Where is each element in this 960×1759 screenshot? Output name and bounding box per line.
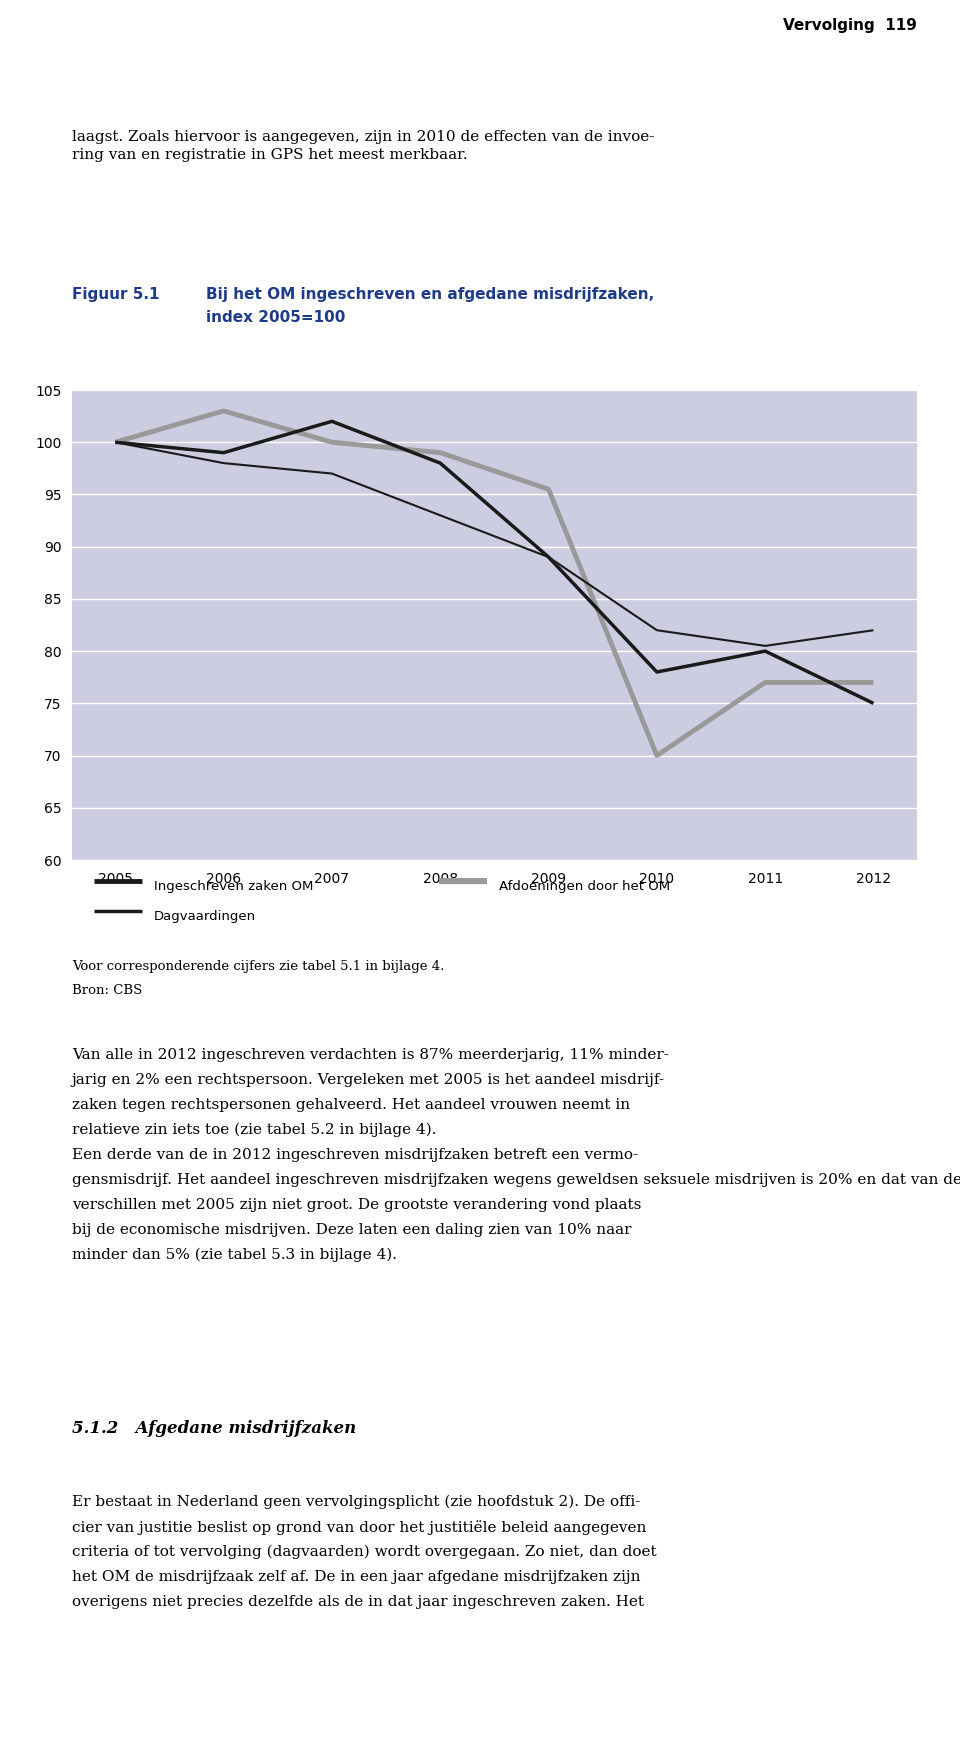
Text: Ingeschreven zaken OM: Ingeschreven zaken OM [154,880,313,894]
Text: Voor corresponderende cijfers zie tabel 5.1 in bijlage 4.: Voor corresponderende cijfers zie tabel … [72,960,444,973]
Text: zaken tegen rechtspersonen gehalveerd. Het aandeel vrouwen neemt in: zaken tegen rechtspersonen gehalveerd. H… [72,1098,630,1112]
Text: Een derde van de in 2012 ingeschreven misdrijfzaken betreft een vermo-: Een derde van de in 2012 ingeschreven mi… [72,1149,638,1163]
Text: gensmisdrijf. Het aandeel ingeschreven misdrijfzaken wegens geweldsen seksuele m: gensmisdrijf. Het aandeel ingeschreven m… [72,1173,960,1187]
Text: 5.1.2   Afgedane misdrijfzaken: 5.1.2 Afgedane misdrijfzaken [72,1420,356,1437]
Text: overigens niet precies dezelfde als de in dat jaar ingeschreven zaken. Het: overigens niet precies dezelfde als de i… [72,1595,644,1609]
Text: Afdoeningen door het OM: Afdoeningen door het OM [499,880,670,894]
Text: Bron: CBS: Bron: CBS [72,983,142,997]
Text: Vervolging  119: Vervolging 119 [783,18,917,33]
Text: bij de economische misdrijven. Deze laten een daling zien van 10% naar: bij de economische misdrijven. Deze late… [72,1223,632,1237]
Text: jarig en 2% een rechtspersoon. Vergeleken met 2005 is het aandeel misdrijf-: jarig en 2% een rechtspersoon. Vergeleke… [72,1073,665,1087]
Text: laagst. Zoals hiervoor is aangegeven, zijn in 2010 de effecten van de invoe-
rin: laagst. Zoals hiervoor is aangegeven, zi… [72,130,655,162]
Text: Bij het OM ingeschreven en afgedane misdrijfzaken,: Bij het OM ingeschreven en afgedane misd… [206,287,655,303]
Text: minder dan 5% (zie tabel 5.3 in bijlage 4).: minder dan 5% (zie tabel 5.3 in bijlage … [72,1247,397,1263]
Text: het OM de misdrijfzaak zelf af. De in een jaar afgedane misdrijfzaken zijn: het OM de misdrijfzaak zelf af. De in ee… [72,1571,640,1585]
Text: cier van justitie beslist op grond van door het justitiële beleid aangegeven: cier van justitie beslist op grond van d… [72,1520,646,1536]
Text: criteria of tot vervolging (dagvaarden) wordt overgegaan. Zo niet, dan doet: criteria of tot vervolging (dagvaarden) … [72,1544,657,1560]
Text: relatieve zin iets toe (zie tabel 5.2 in bijlage 4).: relatieve zin iets toe (zie tabel 5.2 in… [72,1122,437,1138]
Text: Figuur 5.1: Figuur 5.1 [72,287,159,303]
Text: verschillen met 2005 zijn niet groot. De grootste verandering vond plaats: verschillen met 2005 zijn niet groot. De… [72,1198,641,1212]
Text: index 2005=100: index 2005=100 [206,310,346,325]
Text: Er bestaat in Nederland geen vervolgingsplicht (zie hoofdstuk 2). De offi-: Er bestaat in Nederland geen vervolgings… [72,1495,640,1509]
Text: Van alle in 2012 ingeschreven verdachten is 87% meerderjarig, 11% minder-: Van alle in 2012 ingeschreven verdachten… [72,1048,669,1062]
Text: Dagvaardingen: Dagvaardingen [154,909,255,923]
